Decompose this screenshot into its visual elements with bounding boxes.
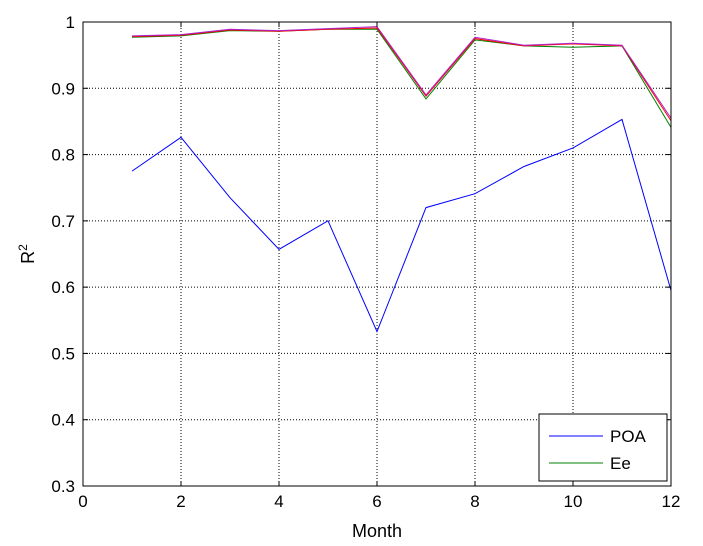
series-line-unlabeled-2: [131, 27, 672, 122]
series-line-ee: [131, 28, 672, 128]
y-axis-label: R2: [16, 244, 38, 264]
legend-box: [538, 413, 668, 482]
y-tick-label: 0.3: [51, 477, 75, 496]
series-line-poa: [131, 118, 672, 333]
x-tick-label: 12: [662, 492, 681, 511]
x-tick-label: 4: [274, 492, 283, 511]
axis-ticks: [82, 21, 672, 487]
y-axis-label-superscript: 2: [16, 244, 30, 251]
x-tick-label: 10: [564, 492, 583, 511]
x-tick-label: 8: [470, 492, 479, 511]
series-line-unlabeled-3: [131, 26, 672, 119]
y-axis-label-base: R: [18, 251, 38, 264]
y-tick-label: 0.4: [51, 411, 75, 430]
legend: POA Ee: [538, 413, 668, 482]
y-tick-label: 0.7: [51, 212, 75, 231]
y-tick-label: 0.9: [51, 79, 75, 98]
legend-label-ee: Ee: [610, 454, 631, 473]
y-tick-label: 0.6: [51, 278, 75, 297]
x-tick-label: 2: [176, 492, 185, 511]
x-axis-label: Month: [352, 521, 402, 541]
legend-label-poa: POA: [610, 427, 647, 446]
y-tick-label: 0.8: [51, 146, 75, 165]
x-tick-label: 0: [78, 492, 87, 511]
tick-labels: 0 2 4 6 8 10 12 0.3 0.4 0.5 0.6 0.7 0.8 0.9 1: [51, 13, 680, 511]
y-tick-label: 0.5: [51, 344, 75, 363]
series-layer: [131, 26, 672, 333]
y-tick-label: 1: [66, 13, 75, 32]
x-tick-label: 6: [372, 492, 381, 511]
